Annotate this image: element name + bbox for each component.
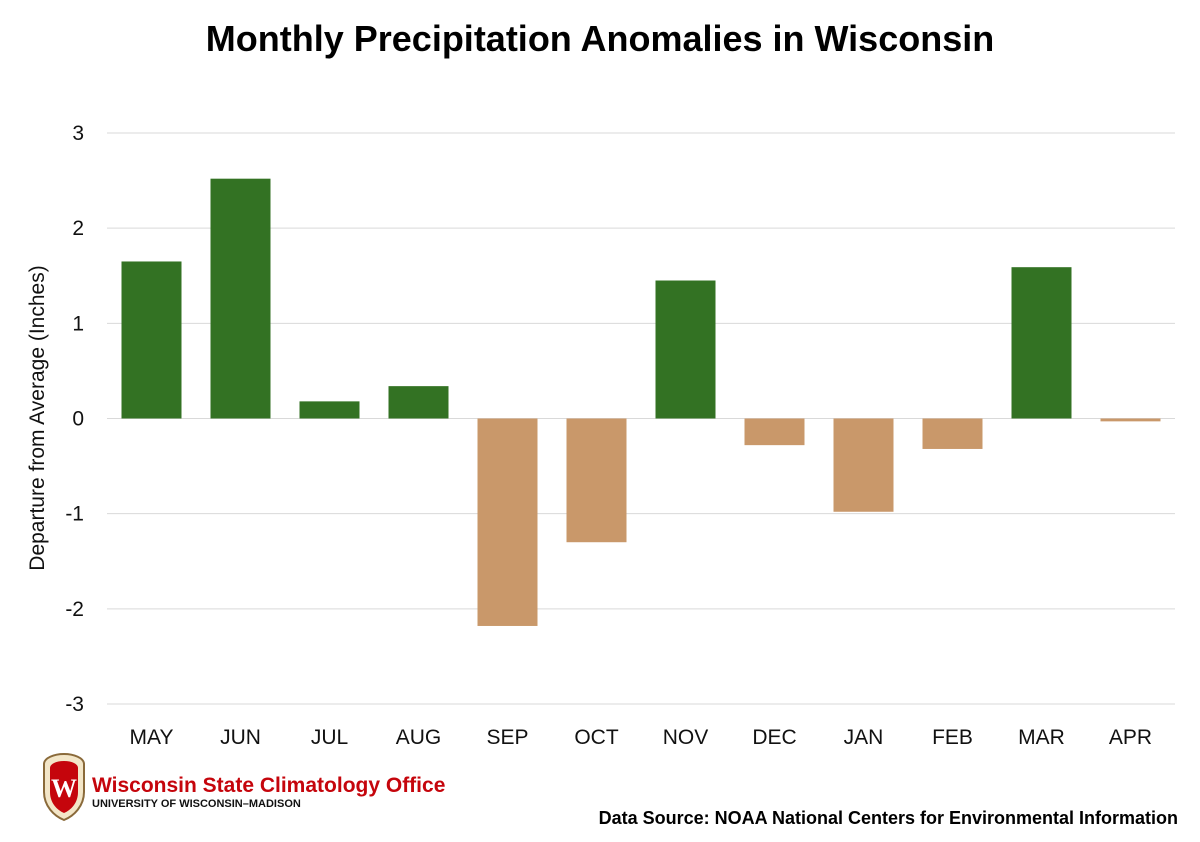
x-tick-label: APR <box>1109 726 1152 749</box>
x-tick-label: MAY <box>130 726 174 749</box>
x-tick-label: AUG <box>396 726 442 749</box>
x-tick-label: JUL <box>311 726 348 749</box>
bar-dec <box>744 418 805 446</box>
bar-sep <box>477 418 538 626</box>
y-tick-labels: 3 2 1 0 -1 -2 -3 <box>65 122 84 716</box>
x-tick-label: JUN <box>220 726 261 749</box>
y-tick-label: 2 <box>72 217 84 240</box>
x-tick-label: FEB <box>932 726 973 749</box>
x-tick-label: JAN <box>844 726 884 749</box>
crest-letter: W <box>51 774 77 803</box>
bar-feb <box>922 418 983 449</box>
bar-apr <box>1100 418 1161 422</box>
bar-may <box>121 261 182 419</box>
x-tick-label: OCT <box>574 726 619 749</box>
x-tick-label: MAR <box>1018 726 1065 749</box>
uw-crest-icon: W <box>43 752 85 822</box>
chart-title: Monthly Precipitation Anomalies in Wisco… <box>205 18 995 59</box>
climatology-office-logo: W Wisconsin State Climatology Office UNI… <box>40 752 460 824</box>
bar-mar <box>1011 267 1072 419</box>
bar-nov <box>655 280 716 419</box>
bar-jan <box>833 418 894 512</box>
y-axis-label: Departure from Average (Inches) <box>26 265 49 570</box>
x-tick-label: DEC <box>752 726 796 749</box>
logo-title: Wisconsin State Climatology Office <box>92 774 446 797</box>
data-source-note: Data Source: NOAA National Centers for E… <box>598 808 1178 828</box>
bar-aug <box>388 386 449 419</box>
x-tick-label: SEP <box>486 726 528 749</box>
y-tick-label: 0 <box>72 408 84 431</box>
x-tick-label: NOV <box>663 726 709 749</box>
gridlines <box>107 132 1175 705</box>
bars <box>121 178 1161 626</box>
y-tick-label: -1 <box>65 503 84 526</box>
bar-jun <box>210 178 271 419</box>
y-tick-label: -3 <box>65 693 84 716</box>
bar-oct <box>566 418 627 543</box>
y-tick-label: -2 <box>65 598 84 621</box>
y-tick-label: 1 <box>72 312 84 335</box>
bar-jul <box>299 401 360 419</box>
y-tick-label: 3 <box>72 122 84 145</box>
x-tick-labels: MAY JUN JUL AUG SEP OCT NOV DEC JAN FEB MAR APR <box>130 726 1153 749</box>
logo-subtitle: UNIVERSITY OF WISCONSIN–MADISON <box>92 798 301 810</box>
